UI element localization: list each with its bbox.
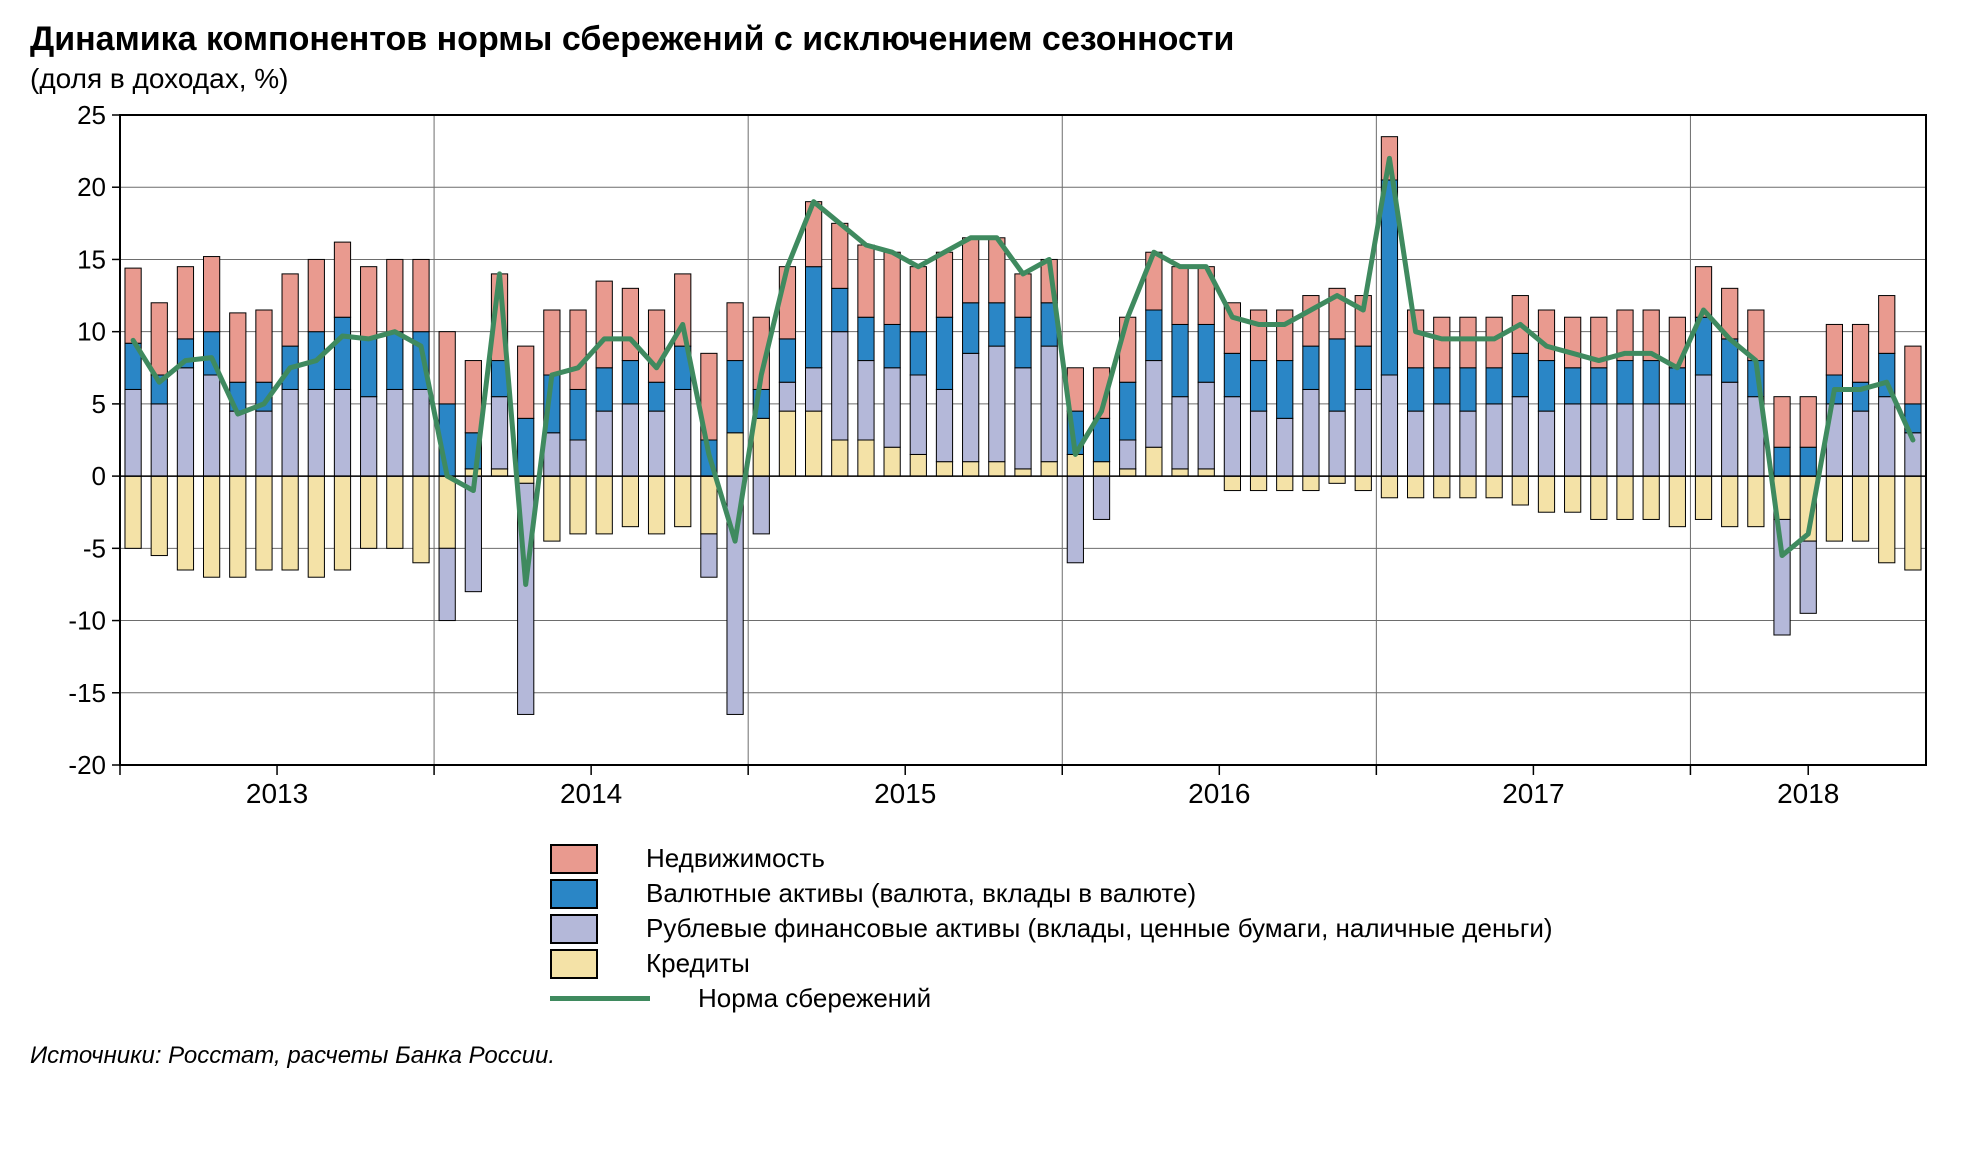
chart-source: Источники: Росстат, расчеты Банка России… (30, 1042, 1936, 1070)
legend-line-swatch (550, 996, 650, 1001)
legend-label: Рублевые финансовые активы (вклады, ценн… (646, 913, 1553, 944)
svg-text:25: 25 (77, 105, 106, 130)
svg-text:-20: -20 (68, 750, 106, 780)
chart-title: Динамика компонентов нормы сбережений с … (30, 20, 1936, 59)
svg-text:2018: 2018 (1777, 778, 1839, 809)
svg-text:2014: 2014 (560, 778, 622, 809)
legend-item: Валютные активы (валюта, вклады в валюте… (550, 878, 1936, 909)
svg-text:15: 15 (77, 244, 106, 274)
svg-text:20: 20 (77, 172, 106, 202)
svg-text:-10: -10 (68, 606, 106, 636)
legend-item: Кредиты (550, 948, 1936, 979)
legend-label: Кредиты (646, 948, 750, 979)
legend-item: Недвижимость (550, 843, 1936, 874)
legend-label: Недвижимость (646, 843, 825, 874)
legend-swatch (550, 879, 598, 909)
chart-svg: -20 -15 -10 -5 0 5 10 15 20 25 2013 2014 2015 2016 201… (30, 105, 1936, 825)
legend-item: Рублевые финансовые активы (вклады, ценн… (550, 913, 1936, 944)
svg-text:2016: 2016 (1188, 778, 1250, 809)
legend-label: Валютные активы (валюта, вклады в валюте… (646, 878, 1196, 909)
legend-swatch (550, 949, 598, 979)
svg-text:2015: 2015 (874, 778, 936, 809)
svg-text:2013: 2013 (246, 778, 308, 809)
svg-text:0: 0 (92, 461, 106, 491)
svg-text:10: 10 (77, 317, 106, 347)
legend-label: Норма сбережений (698, 983, 931, 1014)
chart: -20 -15 -10 -5 0 5 10 15 20 25 2013 2014 2015 2016 201… (30, 105, 1936, 825)
svg-text:-5: -5 (83, 533, 106, 563)
svg-text:2017: 2017 (1502, 778, 1564, 809)
chart-subtitle: (доля в доходах, %) (30, 63, 1936, 95)
legend-swatch (550, 914, 598, 944)
svg-text:5: 5 (92, 389, 106, 419)
legend: Недвижимость Валютные активы (валюта, вкл… (550, 843, 1936, 1014)
legend-item: Норма сбережений (550, 983, 1936, 1014)
svg-text:-15: -15 (68, 678, 106, 708)
legend-swatch (550, 844, 598, 874)
